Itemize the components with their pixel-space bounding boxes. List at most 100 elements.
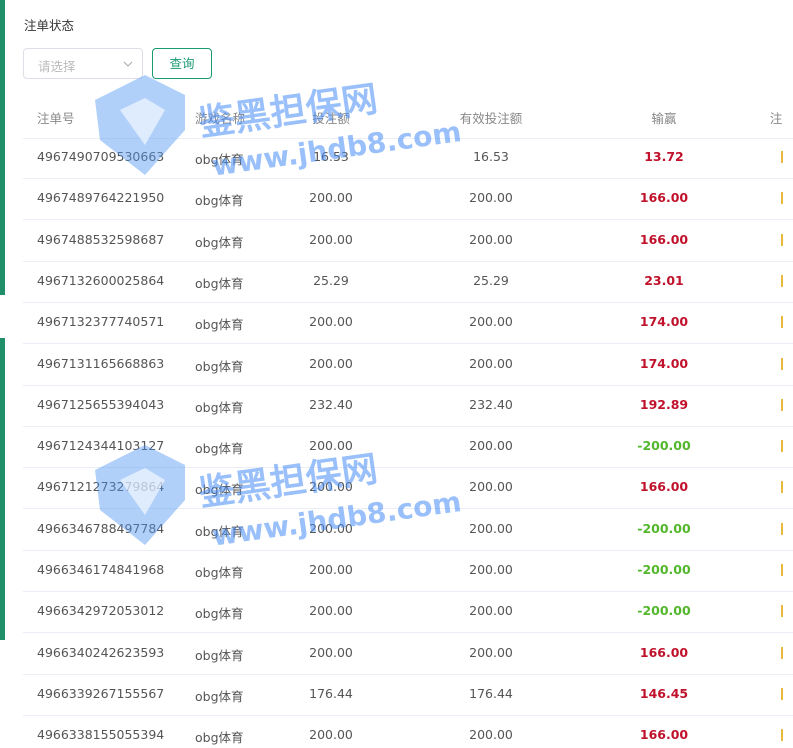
row-divider [23, 425, 793, 427]
chevron [123, 61, 133, 67]
column-header: 有效投注额 [459, 111, 523, 126]
cell: obg体育 [195, 647, 244, 663]
status-icon [781, 564, 791, 576]
cell: obg体育 [195, 234, 244, 250]
cell: obg体育 [195, 152, 244, 167]
column-header: 注 [769, 111, 783, 126]
win-loss: -200.00 [637, 562, 691, 577]
cell: 200.00 [469, 314, 513, 330]
cell: obg体育 [195, 688, 244, 704]
cell: 4967489764221950 [37, 190, 165, 206]
filter-label: 注单状态 [24, 18, 75, 33]
cell: 200.00 [469, 644, 513, 660]
cell: obg体育 [195, 399, 244, 415]
cell: obg体育 [195, 730, 244, 746]
status-icon [781, 192, 791, 205]
column-header: 投注额 [312, 111, 350, 126]
cell: 4967131165668863 [37, 355, 165, 371]
cell: 200.00 [469, 479, 513, 495]
cell: 200.00 [469, 355, 513, 371]
row-divider [23, 138, 793, 139]
cell: obg体育 [195, 565, 244, 580]
win-loss: 23.01 [644, 272, 684, 288]
win-loss: 166.00 [639, 231, 689, 247]
cell: 16.53 [473, 149, 509, 164]
cell: 4966338155055394 [37, 727, 165, 743]
cell: 16.53 [313, 149, 349, 164]
cell: obg体育 [195, 606, 244, 622]
status-icon [781, 729, 791, 742]
cell: 176.44 [309, 685, 353, 701]
win-loss: 174.00 [639, 314, 689, 330]
status-icon [781, 316, 791, 329]
watermark-logo [95, 445, 185, 545]
cell: obg体育 [195, 193, 244, 209]
column-header: 注单号 [37, 111, 75, 126]
cell: obg体育 [195, 523, 244, 539]
status-icon [781, 274, 791, 287]
win-loss: 166.00 [639, 190, 689, 206]
cell: 232.40 [469, 396, 513, 412]
cell: 4966346788497784 [37, 520, 165, 536]
row-divider [23, 384, 793, 386]
cell: 200.00 [469, 438, 513, 454]
win-loss: -200.00 [637, 438, 691, 454]
column-header: 游戏名称 [195, 111, 246, 126]
status-select[interactable]: 请选择 [23, 48, 143, 79]
cell: 200.00 [309, 520, 353, 536]
cell: 200.00 [309, 562, 353, 577]
win-loss: 13.72 [644, 149, 684, 164]
cell: 200.00 [309, 603, 353, 619]
cell: 25.29 [473, 272, 509, 288]
cell: obg体育 [195, 275, 244, 291]
row-divider [23, 301, 793, 303]
cell: 176.44 [469, 685, 513, 701]
row-divider [23, 219, 793, 221]
cell: obg体育 [195, 317, 244, 333]
win-loss: 166.00 [639, 644, 689, 660]
status-icon [781, 481, 791, 494]
cell: 4966346174841968 [37, 562, 165, 577]
cell: 200.00 [309, 438, 353, 454]
cell: obg体育 [195, 482, 244, 498]
side-strip [0, 338, 5, 640]
query-button[interactable]: 查询 [152, 48, 212, 79]
row-divider [23, 508, 793, 510]
row-divider [23, 549, 793, 551]
status-icon [781, 398, 791, 411]
side-strip [0, 0, 5, 295]
cell: obg体育 [195, 441, 244, 457]
row-divider [23, 632, 793, 634]
cell: 200.00 [469, 190, 513, 206]
status-icon [781, 522, 791, 535]
win-loss: 146.45 [639, 685, 689, 701]
cell: 200.00 [309, 355, 353, 371]
row-divider [23, 591, 793, 592]
select-placeholder: 请选择 [38, 59, 76, 74]
row-divider [23, 467, 793, 469]
cell: 4967125655394043 [37, 396, 165, 412]
row-divider [23, 714, 793, 716]
status-icon [781, 440, 791, 453]
row-divider [23, 673, 793, 675]
cell: 200.00 [309, 479, 353, 495]
status-icon [781, 687, 791, 700]
cell: 200.00 [309, 644, 353, 660]
row-divider [23, 178, 793, 179]
cell: 200.00 [469, 727, 513, 743]
cell: 232.40 [309, 396, 353, 412]
status-icon [781, 233, 791, 246]
status-icon [781, 605, 791, 618]
status-icon [781, 357, 791, 370]
cell: 4966342972053012 [37, 603, 165, 619]
column-header: 输赢 [651, 111, 677, 126]
cell: 200.00 [309, 314, 353, 330]
cell: 4966340242623593 [37, 644, 165, 660]
cell: obg体育 [195, 358, 244, 374]
row-divider [23, 343, 793, 345]
cell: 4967124344103127 [37, 438, 165, 454]
cell: 4966339267155567 [37, 685, 165, 701]
watermark-logo [95, 75, 185, 175]
cell: 200.00 [309, 727, 353, 743]
watermark-url: www.jhdb8.com [210, 485, 464, 553]
